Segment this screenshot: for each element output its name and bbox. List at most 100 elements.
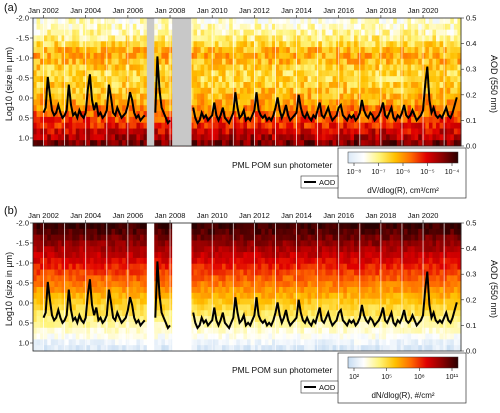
heatmap-cell (276, 334, 280, 340)
heatmap-cell (197, 53, 201, 59)
heatmap-cell (290, 41, 294, 47)
heatmap-cell (393, 35, 397, 41)
heatmap-cell (201, 47, 205, 53)
heatmap-cell (375, 345, 379, 351)
heatmap-cell (197, 65, 201, 71)
heatmap-cell (372, 339, 376, 345)
heatmap-cell (315, 235, 319, 241)
heatmap-cell (361, 287, 365, 293)
heatmap-cell (286, 99, 290, 105)
heatmap-cell (243, 82, 247, 88)
heatmap-cell (161, 59, 165, 65)
heatmap-cell (154, 30, 158, 36)
heatmap-cell (404, 99, 408, 105)
heatmap-cell (204, 105, 208, 111)
heatmap-cell (165, 88, 169, 94)
heatmap-cell (343, 275, 347, 281)
heatmap-cell (268, 270, 272, 276)
heatmap-cell (197, 140, 201, 146)
heatmap-cell (368, 140, 372, 146)
heatmap-cell (140, 223, 144, 229)
heatmap-cell (247, 223, 251, 229)
heatmap-cell (243, 328, 247, 334)
heatmap-cell (258, 293, 262, 299)
heatmap-cell (354, 304, 358, 310)
heatmap-cell (94, 270, 98, 276)
heatmap-cell (304, 59, 308, 65)
heatmap-cell (415, 105, 419, 111)
heatmap-cell (440, 94, 444, 100)
heatmap-cell (361, 53, 365, 59)
heatmap-cell (372, 24, 376, 30)
heatmap-cell (429, 41, 433, 47)
heatmap-cell (65, 53, 69, 59)
heatmap-cell (76, 70, 80, 76)
heatmap-cell (72, 82, 76, 88)
heatmap-cell (390, 229, 394, 235)
heatmap-cell (240, 18, 244, 24)
heatmap-cell (322, 59, 326, 65)
heatmap-cell (290, 24, 294, 30)
heatmap-cell (297, 18, 301, 24)
heatmap-cell (393, 30, 397, 36)
heatmap-cell (297, 281, 301, 287)
heatmap-cell (37, 129, 41, 135)
heatmap-cell (222, 270, 226, 276)
heatmap-cell (422, 35, 426, 41)
heatmap-cell (297, 339, 301, 345)
heatmap-cell (429, 129, 433, 135)
heatmap-cell (104, 47, 108, 53)
heatmap-cell (333, 35, 337, 41)
heatmap-cell (140, 345, 144, 351)
heatmap-cell (432, 35, 436, 41)
heatmap-cell (372, 94, 376, 100)
heatmap-cell (308, 345, 312, 351)
heatmap-cell (336, 252, 340, 258)
heatmap-cell (33, 99, 37, 105)
heatmap-cell (222, 94, 226, 100)
heatmap-cell (108, 334, 112, 340)
heatmap-cell (418, 70, 422, 76)
heatmap-cell (115, 129, 119, 135)
heatmap-cell (229, 339, 233, 345)
heatmap-cell (101, 293, 105, 299)
heatmap-cell (119, 30, 123, 36)
heatmap-cell (251, 123, 255, 129)
heatmap-cell (222, 246, 226, 252)
heatmap-cell (104, 76, 108, 82)
heatmap-cell (393, 18, 397, 24)
heatmap-cell (390, 252, 394, 258)
heatmap-cell (261, 240, 265, 246)
heatmap-cell (90, 134, 94, 140)
heatmap-cell (140, 47, 144, 53)
heatmap-cell (69, 18, 73, 24)
heatmap-cell (333, 47, 337, 53)
heatmap-cell (240, 88, 244, 94)
heatmap-cell (229, 134, 233, 140)
heatmap-cell (215, 334, 219, 340)
heatmap-cell (411, 129, 415, 135)
heatmap-cell (258, 328, 262, 334)
heatmap-cell (265, 328, 269, 334)
heatmap-cell (276, 339, 280, 345)
heatmap-cell (258, 223, 262, 229)
heatmap-cell (322, 240, 326, 246)
heatmap-cell (325, 275, 329, 281)
heatmap-cell (425, 24, 429, 30)
heatmap-cell (65, 223, 69, 229)
heatmap-cell (236, 134, 240, 140)
heatmap-cell (226, 99, 230, 105)
heatmap-cell (354, 35, 358, 41)
heatmap-cell (340, 240, 344, 246)
heatmap-cell (311, 252, 315, 258)
heatmap-cell (154, 322, 158, 328)
heatmap-cell (454, 18, 458, 24)
heatmap-cell (336, 70, 340, 76)
heatmap-cell (104, 246, 108, 252)
heatmap-cell (350, 140, 354, 146)
panel-a-colorbar-label: dV/dlog(R), cm³/cm² (367, 186, 439, 195)
heatmap-cell (276, 18, 280, 24)
heatmap-cell (365, 328, 369, 334)
heatmap-cell (347, 99, 351, 105)
heatmap-cell (76, 129, 80, 135)
